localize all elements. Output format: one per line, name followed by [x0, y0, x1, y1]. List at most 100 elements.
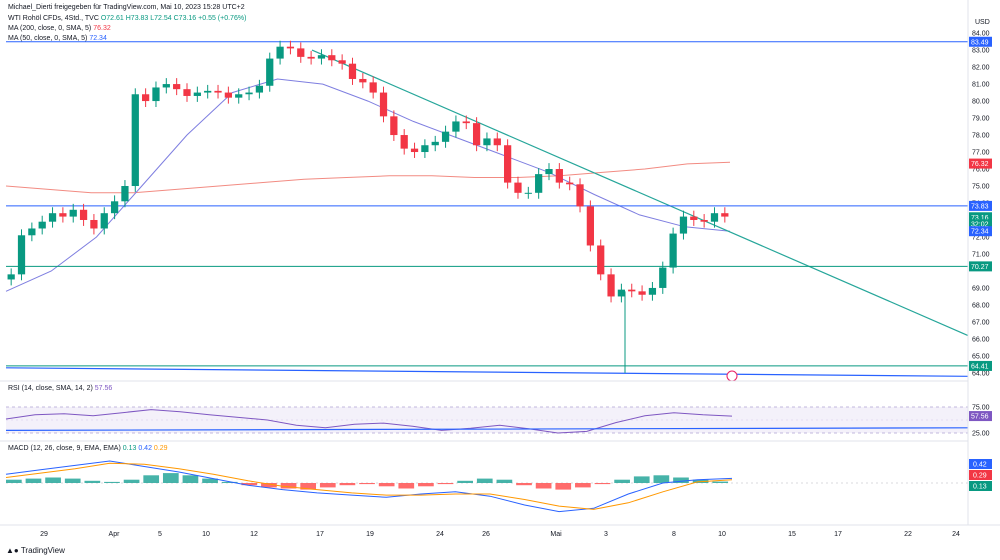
macd-histogram-bar — [673, 477, 689, 483]
price-tick-label: 75.00 — [972, 184, 990, 191]
candle — [400, 135, 408, 149]
rsi-value: 57.56 — [94, 385, 113, 392]
macd-signal-value: 0.29 — [153, 445, 168, 452]
candle — [441, 131, 450, 142]
rsi-label: RSI (14, close, SMA, 14, 2) — [8, 385, 93, 392]
time-tick-label: 5 — [158, 531, 162, 538]
candle — [638, 291, 646, 295]
price-tick-label: 72.00 — [972, 234, 990, 241]
candle — [317, 55, 326, 59]
ma200-value: 76.32 — [93, 25, 111, 32]
candle — [472, 123, 481, 146]
price-tick-label: 81.00 — [972, 82, 990, 89]
candle — [28, 228, 36, 236]
time-tick-label: 29 — [40, 531, 48, 538]
candle — [659, 267, 667, 288]
macd-histogram-bar — [339, 483, 356, 486]
candle — [390, 116, 398, 136]
price-tick-label: 67.00 — [972, 319, 990, 326]
tv-logo-icon: ▲● — [6, 546, 19, 555]
macd-histogram-bar — [202, 478, 218, 483]
candle — [152, 87, 160, 102]
candle — [514, 182, 522, 193]
macd-histogram-bar — [418, 483, 434, 487]
candle — [214, 90, 222, 93]
price-tag — [969, 360, 992, 371]
ohlc-values: O72.61 H73.83 L72.54 C73.16 +0.55 (+0.76… — [100, 15, 247, 22]
time-tick-label: 22 — [904, 531, 912, 538]
macd-pane[interactable] — [5, 460, 968, 513]
candle — [710, 213, 719, 222]
macd-histogram-bar — [261, 483, 277, 488]
candle — [648, 287, 657, 295]
macd-histogram-bar — [575, 483, 591, 488]
macd-tag — [969, 459, 992, 469]
macd-histogram-bar — [633, 476, 650, 483]
macd-signal-line — [5, 462, 733, 510]
candle — [721, 213, 729, 217]
candle — [204, 90, 212, 93]
rsi-legend[interactable]: RSI (14, close, SMA, 14, 2) 57.56 — [8, 385, 112, 392]
macd-histogram-bar — [319, 483, 336, 488]
price-tick-label: 77.00 — [972, 150, 990, 157]
time-tick-label: 24 — [436, 531, 444, 538]
time-tick-label: Apr — [109, 531, 121, 538]
candle — [131, 94, 139, 187]
tradingview-logo[interactable]: ▲● TradingView — [6, 546, 65, 555]
candle — [628, 289, 636, 292]
macd-histogram-bar — [64, 478, 81, 483]
rsi-tick-label: 25.00 — [972, 431, 990, 438]
macd-histogram-bar — [496, 479, 513, 483]
ma200-line — [5, 161, 731, 194]
macd-histogram-bar — [162, 473, 179, 483]
candle — [121, 186, 129, 202]
candle — [379, 92, 388, 117]
candle — [452, 121, 460, 132]
candle — [100, 213, 108, 229]
alert-icon[interactable] — [726, 370, 738, 382]
price-tick-label: 68.00 — [972, 302, 990, 309]
candle — [183, 89, 191, 96]
macd-histogram-bar — [555, 483, 572, 490]
macd-histogram-bar — [359, 483, 375, 485]
macd-tag — [969, 470, 992, 480]
macd-histogram-bar — [221, 481, 238, 483]
price-tag-label: 72.34 — [971, 229, 989, 236]
candle — [110, 201, 119, 214]
candle — [38, 221, 46, 229]
price-tag — [969, 261, 992, 272]
candle — [545, 169, 553, 175]
symbol-title[interactable]: WTI Rohöl CFDs, 4Std., TVC — [8, 15, 99, 22]
price-tag — [969, 212, 992, 223]
support-trendline[interactable] — [5, 367, 969, 377]
ma50-legend[interactable]: MA (50, close, 0, SMA, 5) 72.34 — [8, 35, 107, 42]
price-tick-label: 83.00 — [972, 48, 990, 55]
rsi-trendline[interactable] — [5, 427, 969, 431]
brand-name: TradingView — [20, 546, 65, 555]
macd-histogram-bar — [25, 478, 42, 483]
macd-line-value: 0.42 — [138, 445, 152, 452]
price-tick-label: 80.00 — [972, 99, 990, 106]
descending-trendline[interactable] — [311, 49, 969, 337]
price-tag — [969, 158, 992, 169]
price-tag-label: 83.49 — [971, 39, 989, 46]
candle — [142, 94, 150, 102]
candle — [462, 121, 470, 124]
price-tag-label: 76.32 — [971, 161, 989, 168]
rsi-pane[interactable] — [5, 406, 969, 434]
candle — [69, 209, 77, 217]
price-pane[interactable] — [5, 40, 969, 382]
candle — [700, 219, 708, 222]
macd-histogram-bar — [476, 478, 493, 483]
macd-histogram-bar — [535, 483, 552, 489]
macd-histogram-bar — [614, 479, 630, 483]
candle — [431, 141, 439, 146]
rsi-tag-label: 57.56 — [971, 414, 989, 421]
price-tag — [969, 36, 992, 47]
candle — [493, 138, 501, 146]
macd-histogram-bar — [241, 483, 258, 486]
ma200-legend[interactable]: MA (200, close, 0, SMA, 5) 76.32 — [8, 25, 111, 32]
macd-histogram-bar — [104, 481, 120, 483]
macd-legend[interactable]: MACD (12, 26, close, 9, EMA, EMA) 0.13 0… — [8, 445, 168, 452]
